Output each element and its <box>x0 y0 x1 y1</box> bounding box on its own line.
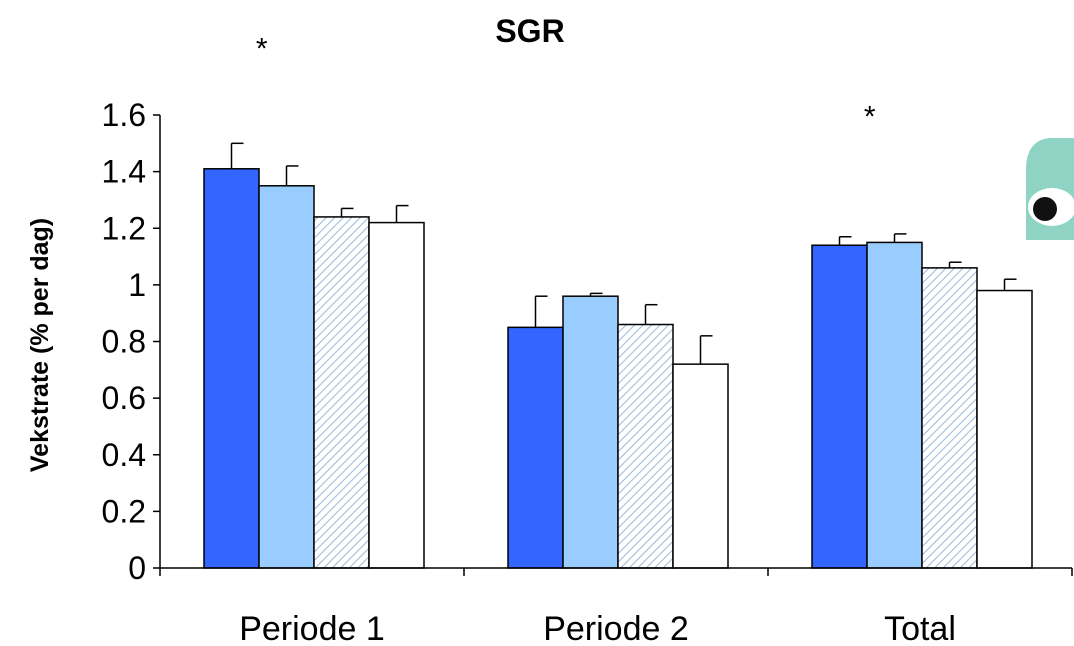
error-bars <box>230 142 1017 365</box>
bar <box>562 295 619 569</box>
y-tick-label: 0 <box>128 550 146 586</box>
significance-marker: * <box>256 33 268 66</box>
bar <box>921 267 978 569</box>
y-axis-ticks: 0 0.2 0.4 0.6 0.8 1 1.2 1.4 1.6 <box>102 97 160 586</box>
bar <box>672 363 729 569</box>
x-axis-categories: Periode 1 Periode 2 Total <box>159 568 1073 646</box>
category-label: Periode 1 <box>239 610 385 646</box>
y-tick-label: 1.6 <box>102 97 146 133</box>
bar <box>313 216 370 569</box>
y-tick-label: 0.6 <box>102 380 146 416</box>
y-tick-label: 0.2 <box>102 493 146 529</box>
bars <box>203 168 1033 569</box>
category-label: Periode 2 <box>543 610 689 646</box>
chart-title: SGR <box>495 13 564 49</box>
bar <box>203 168 260 569</box>
category-label: Total <box>884 610 956 646</box>
significance-annotations: ** <box>256 33 876 134</box>
bar <box>507 326 564 569</box>
y-tick-label: 0.4 <box>102 437 146 473</box>
bar <box>368 221 425 569</box>
y-tick-label: 1.2 <box>102 210 146 246</box>
y-tick-label: 1.4 <box>102 154 146 190</box>
y-axis-label: Vekstrate (% per dag) <box>26 218 54 472</box>
logo-icon <box>1026 138 1074 240</box>
bar <box>258 185 315 569</box>
significance-marker: * <box>864 101 876 134</box>
bar <box>811 244 868 569</box>
bar <box>617 323 674 569</box>
bar <box>866 241 923 569</box>
y-tick-label: 0.8 <box>102 324 146 360</box>
bar <box>976 289 1033 569</box>
y-tick-label: 1 <box>128 267 146 303</box>
